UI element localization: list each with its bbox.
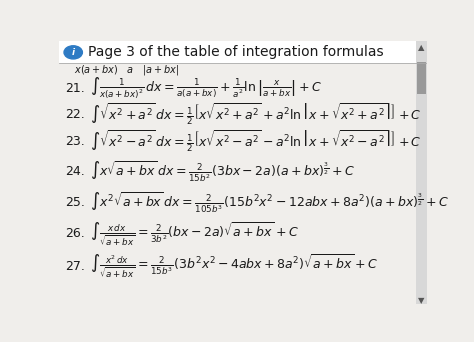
Text: $\int \sqrt{x^2+a^2}\,dx = \frac{1}{2}\left[x\sqrt{x^2+a^2} + a^2\ln\left|x+\sqr: $\int \sqrt{x^2+a^2}\,dx = \frac{1}{2}\l…	[91, 102, 422, 128]
Text: 25.: 25.	[65, 197, 85, 210]
Text: $\int \frac{1}{x(a+bx)^2}\,dx = \frac{1}{a(a+bx)} + \frac{1}{a^2}\ln\left|\frac{: $\int \frac{1}{x(a+bx)^2}\,dx = \frac{1}…	[91, 76, 322, 101]
Text: $\int x^2\sqrt{a+bx}\,dx = \frac{2}{105b^3}\left(15b^2x^2 - 12abx + 8a^2\right)(: $\int x^2\sqrt{a+bx}\,dx = \frac{2}{105b…	[91, 190, 449, 215]
Text: $\int \sqrt{x^2-a^2}\,dx = \frac{1}{2}\left[x\sqrt{x^2-a^2} - a^2\ln\left|x+\sqr: $\int \sqrt{x^2-a^2}\,dx = \frac{1}{2}\l…	[91, 128, 422, 154]
Text: ▼: ▼	[418, 296, 425, 305]
Text: 24.: 24.	[65, 165, 84, 178]
Text: $\int \frac{x\,dx}{\sqrt{a+bx}} = \frac{2}{3b^2}(bx-2a)\sqrt{a+bx} + C$: $\int \frac{x\,dx}{\sqrt{a+bx}} = \frac{…	[91, 220, 299, 248]
Text: ▲: ▲	[418, 43, 425, 52]
Text: 23.: 23.	[65, 135, 84, 148]
Text: 21.: 21.	[65, 82, 84, 95]
Text: i: i	[72, 48, 75, 57]
Text: Page 3 of the table of integration formulas: Page 3 of the table of integration formu…	[88, 45, 383, 60]
Text: 27.: 27.	[65, 260, 85, 273]
Text: $\int \frac{x^2\,dx}{\sqrt{a+bx}} = \frac{2}{15b^3}\left(3b^2x^2 - 4abx + 8a^2\r: $\int \frac{x^2\,dx}{\sqrt{a+bx}} = \fra…	[91, 252, 379, 280]
FancyBboxPatch shape	[416, 41, 427, 304]
Text: 22.: 22.	[65, 108, 84, 121]
FancyBboxPatch shape	[59, 41, 427, 63]
Text: 26.: 26.	[65, 227, 84, 240]
Circle shape	[64, 46, 82, 59]
Text: $x(a+bx)$   $a$   $|a+bx|$: $x(a+bx)$ $a$ $|a+bx|$	[74, 63, 179, 77]
FancyBboxPatch shape	[417, 62, 426, 94]
Text: $\int x\sqrt{a+bx}\,dx = \frac{2}{15b^2}(3bx-2a)(a+bx)^{\frac{3}{2}} + C$: $\int x\sqrt{a+bx}\,dx = \frac{2}{15b^2}…	[91, 159, 355, 184]
